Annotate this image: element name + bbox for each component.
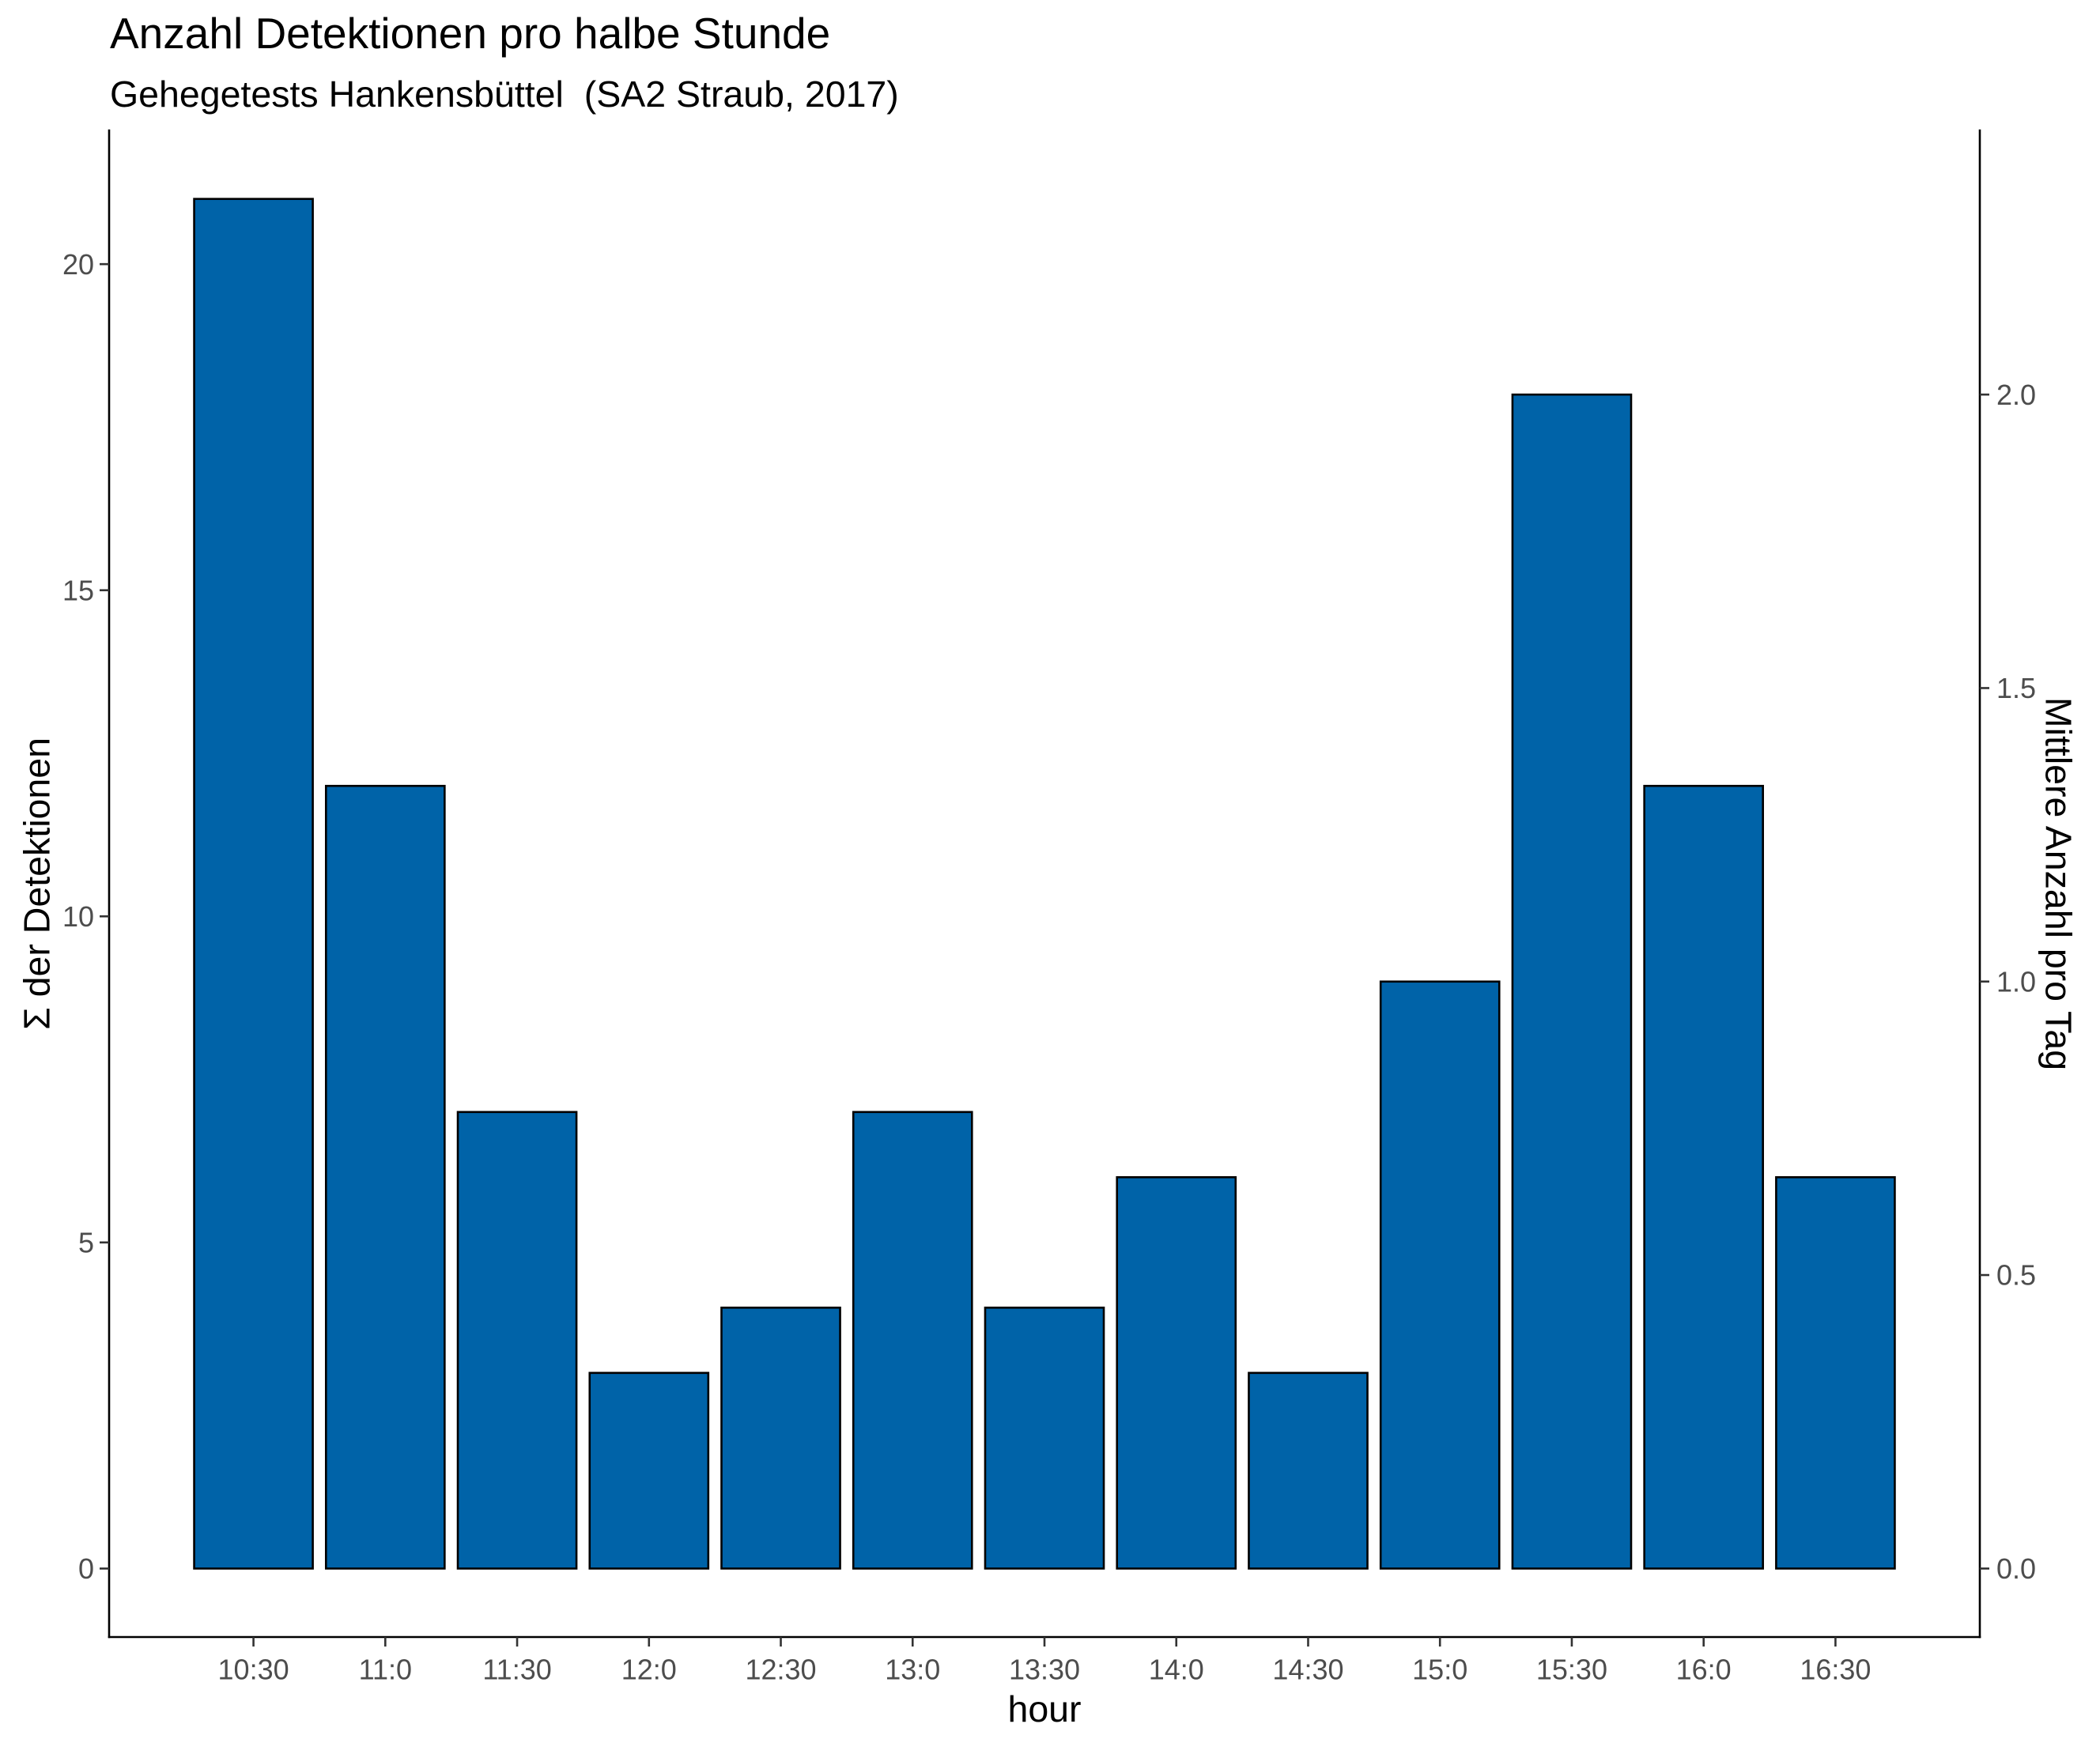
bar-10-30 bbox=[193, 198, 314, 1570]
chart-title: Anzahl Detektionen pro halbe Stunde bbox=[110, 9, 830, 58]
bar-14-0 bbox=[1116, 1176, 1237, 1570]
x-tick-label: 12:0 bbox=[621, 1654, 677, 1686]
x-tick-label: 16:30 bbox=[1800, 1654, 1871, 1686]
x-tick-label: 15:0 bbox=[1412, 1654, 1467, 1686]
y2-tick-label: 2.0 bbox=[1996, 379, 2036, 411]
bar-13-30 bbox=[984, 1307, 1105, 1570]
x-tick-label: 10:30 bbox=[218, 1654, 289, 1686]
bar-13-0 bbox=[852, 1111, 973, 1570]
x-axis-title: hour bbox=[1007, 1688, 1081, 1730]
y-tick-label: 15 bbox=[62, 574, 94, 606]
bar-15-30 bbox=[1511, 393, 1633, 1570]
x-tick-label: 15:30 bbox=[1536, 1654, 1607, 1686]
y-tick-label: 5 bbox=[78, 1226, 94, 1258]
bar-14-30 bbox=[1248, 1371, 1369, 1570]
x-tick-label: 12:30 bbox=[745, 1654, 816, 1686]
x-tick-label: 14:30 bbox=[1272, 1654, 1343, 1686]
y2-tick-label: 1.0 bbox=[1996, 965, 2036, 998]
x-tick-label: 11:30 bbox=[482, 1654, 551, 1686]
bars-group bbox=[193, 198, 1896, 1570]
x-tick-label: 13:0 bbox=[885, 1654, 940, 1686]
bar-16-30 bbox=[1775, 1176, 1896, 1570]
y-axis-title: Σ der Detektionen bbox=[16, 737, 57, 1030]
y2-tick-label: 0.0 bbox=[1996, 1552, 2036, 1585]
y2-axis-title: Mittlere Anzahl pro Tag bbox=[2038, 697, 2079, 1070]
y-tick-label: 0 bbox=[78, 1552, 94, 1585]
bar-12-30 bbox=[720, 1307, 841, 1570]
bar-11-30 bbox=[456, 1111, 578, 1570]
chart-subtitle: Gehegetests Hankensbüttel (SA2 Straub, 2… bbox=[110, 74, 899, 115]
ticks-group: 0 5 10 15 20 0.0 0.5 1.0 1.5 2.0 10:30 11:0 11:30 12:… bbox=[62, 248, 2036, 1686]
y2-tick-label: 1.5 bbox=[1996, 672, 2036, 704]
bar-11-0 bbox=[324, 784, 446, 1570]
x-tick-label: 13:30 bbox=[1009, 1654, 1080, 1686]
y2-tick-label: 0.5 bbox=[1996, 1259, 2036, 1292]
y-tick-label: 10 bbox=[62, 900, 94, 933]
bar-15-0 bbox=[1379, 980, 1501, 1570]
bar-12-0 bbox=[588, 1371, 710, 1570]
x-tick-label: 11:0 bbox=[359, 1654, 412, 1686]
y-tick-label: 20 bbox=[62, 248, 94, 281]
x-tick-label: 14:0 bbox=[1149, 1654, 1204, 1686]
x-tick-label: 16:0 bbox=[1676, 1654, 1732, 1686]
bar-16-0 bbox=[1643, 784, 1765, 1570]
